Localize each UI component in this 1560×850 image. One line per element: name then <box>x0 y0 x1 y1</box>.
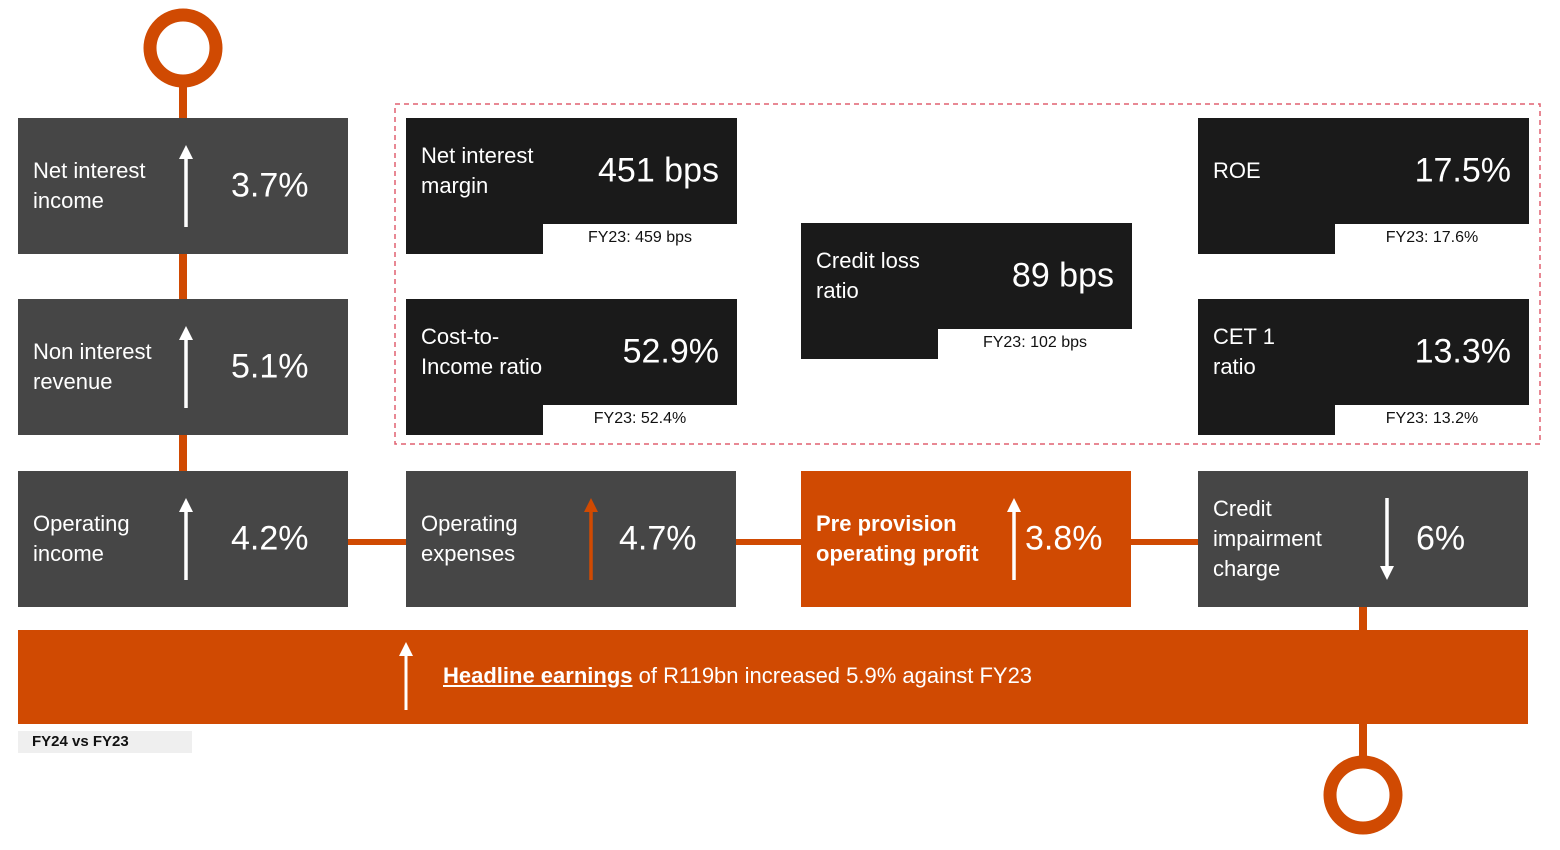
box-label: Cost-to- Income ratio <box>421 322 542 382</box>
growth-box: Non interest revenue 5.1% <box>18 299 348 435</box>
up-arrow <box>584 498 598 580</box>
label-line: ROE <box>1213 158 1261 183</box>
ratio-box: Cost-to- Income ratio 52.9% <box>406 299 737 405</box>
label-line: CET 1 <box>1213 324 1275 349</box>
box-label: Credit loss ratio <box>816 246 920 306</box>
prior-value: FY23: 102 bps <box>982 334 1088 351</box>
prior-value: FY23: 17.6% <box>1385 229 1479 246</box>
ratio-value: 13.3% <box>1414 332 1511 371</box>
label-line: expenses <box>421 541 516 566</box>
ratio-tab <box>801 329 938 359</box>
label-line: margin <box>421 173 489 198</box>
box-label: Operating income <box>33 509 130 569</box>
label-line: income <box>33 541 104 566</box>
ratio-box: CET 1 ratio 13.3% <box>1198 299 1529 405</box>
end-circle <box>1323 755 1403 835</box>
ratio-tab <box>1198 405 1335 435</box>
prior-value: FY23: 13.2% <box>1385 410 1479 427</box>
label-line: Operating <box>33 511 130 536</box>
start-circle <box>143 8 223 88</box>
banner-link[interactable]: Headline earnings <box>443 663 633 688</box>
growth-box: Pre provision operating profit 3.8% <box>801 471 1131 607</box>
growth-box: Operating income 4.2% <box>18 471 348 607</box>
ratio-value: 17.5% <box>1414 151 1511 190</box>
box-label: Non interest revenue <box>33 337 152 397</box>
label-line: operating profit <box>816 541 979 566</box>
label-line: impairment <box>1213 526 1322 551</box>
box-label: Net interest income <box>33 156 146 216</box>
growth-value: 3.8% <box>1025 519 1103 558</box>
growth-value: 6% <box>1416 519 1466 558</box>
box-label: ROE <box>1213 156 1261 186</box>
label-line: Credit <box>1213 496 1272 521</box>
growth-box: Credit impairment charge 6% <box>1198 471 1528 607</box>
label-line: Non interest <box>33 339 152 364</box>
up-arrow <box>179 326 193 408</box>
ratio-value: 52.9% <box>622 332 719 371</box>
box-label: Credit impairment charge <box>1213 494 1322 584</box>
growth-value: 4.2% <box>231 519 309 558</box>
label-line: Credit loss <box>816 248 920 273</box>
up-arrow <box>399 642 413 710</box>
ratio-tab <box>406 405 543 435</box>
growth-box: Net interest income 3.7% <box>18 118 348 254</box>
banner-body: of R119bn increased 5.9% against FY23 <box>638 663 1033 688</box>
ratio-tab <box>1198 224 1335 254</box>
label-line: ratio <box>816 278 859 303</box>
prior-value: FY23: 52.4% <box>593 410 687 427</box>
ratio-box: Credit loss ratio 89 bps <box>801 223 1132 329</box>
growth-value: 5.1% <box>231 347 309 386</box>
label-line: Operating <box>421 511 518 536</box>
box-label: CET 1 ratio <box>1213 322 1275 382</box>
box-label: Operating expenses <box>421 509 518 569</box>
box-label: Pre provision operating profit <box>816 509 979 569</box>
label-line: Net interest <box>33 158 146 183</box>
label-line: ratio <box>1213 354 1256 379</box>
up-arrow <box>179 145 193 227</box>
growth-value: 4.7% <box>619 519 697 558</box>
label-line: Net interest <box>421 143 534 168</box>
banner-text: Headline earnings of R119bn increased 5.… <box>443 663 1032 689</box>
ratio-frame <box>394 103 1541 445</box>
growth-box: Operating expenses 4.7% <box>406 471 736 607</box>
label-line: Cost-to- <box>421 324 500 349</box>
label-line: income <box>33 188 104 213</box>
prior-value: FY23: 459 bps <box>587 229 693 246</box>
ratio-value: 89 bps <box>1011 256 1114 295</box>
footnote: FY24 vs FY23 <box>18 731 192 753</box>
label-line: charge <box>1213 556 1281 581</box>
label-line: Pre provision <box>816 511 957 536</box>
growth-value: 3.7% <box>231 166 309 205</box>
label-line: revenue <box>33 369 113 394</box>
up-arrow <box>1007 498 1021 580</box>
ratio-box: ROE 17.5% <box>1198 118 1529 224</box>
up-arrow <box>179 498 193 580</box>
down-arrow <box>1380 498 1394 580</box>
banner: Headline earnings of R119bn increased 5.… <box>18 630 1528 724</box>
ratio-value: 451 bps <box>598 151 719 190</box>
ratio-tab <box>406 224 543 254</box>
ratio-box: Net interest margin 451 bps <box>406 118 737 224</box>
label-line: Income ratio <box>421 354 543 379</box>
box-label: Net interest margin <box>421 141 534 201</box>
